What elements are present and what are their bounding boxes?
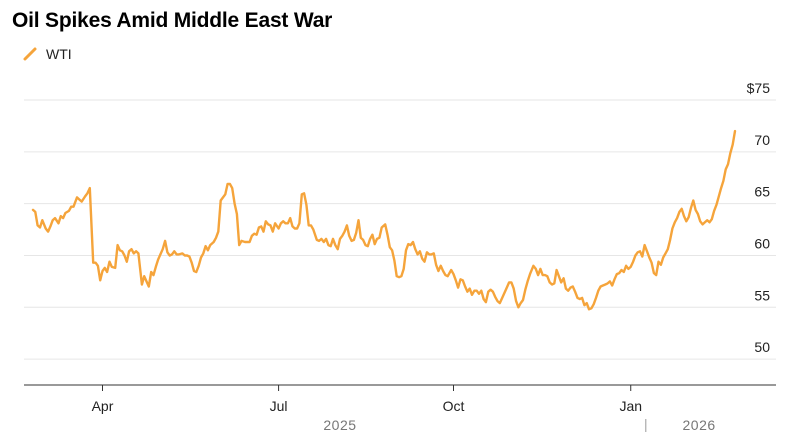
y-tick-labels: $75 70 65 60 55 50 bbox=[747, 80, 771, 355]
chart-title: Oil Spikes Amid Middle East War bbox=[12, 9, 333, 32]
y-tick-label-60: 60 bbox=[754, 235, 770, 251]
year-label-2025: 2025 bbox=[323, 417, 356, 433]
gridlines bbox=[24, 99, 776, 360]
year-label-2026: 2026 bbox=[683, 417, 716, 433]
y-tick-label-70: 70 bbox=[754, 132, 770, 148]
y-tick-label-50: 50 bbox=[754, 339, 770, 355]
x-tick-labels: Apr Jul Oct Jan 2025 2026 bbox=[92, 385, 716, 433]
series-line-wti bbox=[31, 129, 737, 311]
y-tick-label-75: $75 bbox=[747, 80, 771, 96]
legend: WTI bbox=[22, 44, 72, 64]
x-tick-label-oct: Oct bbox=[443, 398, 465, 414]
x-tick-label-jul: Jul bbox=[270, 398, 288, 414]
y-tick-label-55: 55 bbox=[754, 287, 770, 303]
legend-line-icon bbox=[23, 47, 37, 61]
legend-label-wti: WTI bbox=[46, 46, 72, 62]
x-tick-label-jan: Jan bbox=[619, 398, 642, 414]
series-layer bbox=[31, 129, 737, 311]
x-tick-label-apr: Apr bbox=[92, 398, 114, 414]
y-tick-label-65: 65 bbox=[754, 184, 770, 200]
